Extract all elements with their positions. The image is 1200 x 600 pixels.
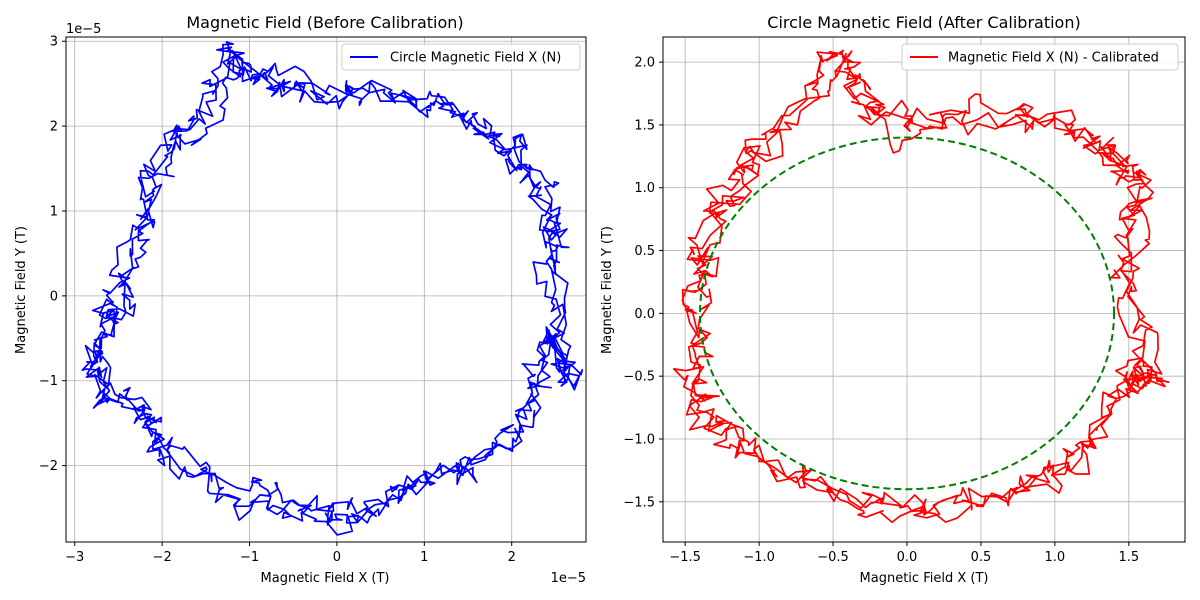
chart-before-calibration: Magnetic Field (Before Calibration) −3 −2… (14, 13, 587, 586)
series-layer (81, 41, 584, 536)
x-axis-ticks: −3 −2 −1 0 1 2 (65, 542, 516, 565)
y-tick-label: 3 (50, 35, 58, 50)
axes-frame (662, 36, 1186, 543)
series-line (81, 41, 584, 536)
x-tick-label: −3 (65, 550, 84, 565)
grid (66, 37, 586, 542)
axes-frame (65, 36, 587, 543)
y-tick-label: 2 (50, 120, 58, 135)
x-tick-label: −0.5 (817, 550, 849, 565)
y-tick-label: 1 (50, 204, 58, 219)
y-offset-label: 1e−5 (66, 22, 101, 37)
legend-box (341, 43, 581, 71)
y-axis-ticks: −2 −1 0 1 2 3 (39, 35, 66, 474)
x-tick-label: 1 (420, 550, 428, 565)
x-axis-label: Magnetic Field X (T) (261, 571, 390, 586)
legend-label: Circle Magnetic Field X (N) (390, 51, 561, 66)
y-tick-label: 0 (50, 289, 58, 304)
x-tick-label: −1.5 (669, 550, 701, 565)
x-tick-label: 0.5 (971, 550, 992, 565)
series-layer (673, 49, 1170, 524)
x-tick-label: 1.0 (1045, 550, 1066, 565)
chart-title: Magnetic Field (Before Calibration) (186, 13, 463, 32)
legend: Magnetic Field X (N) - Calibrated (901, 43, 1179, 71)
x-tick-label: −1 (240, 550, 259, 565)
y-axis-label: Magnetic Field Y (T) (600, 226, 615, 354)
y-tick-label: −2 (39, 459, 58, 474)
y-tick-label: 2.0 (634, 56, 655, 71)
x-tick-label: 0.0 (897, 550, 918, 565)
x-axis-label: Magnetic Field X (T) (860, 571, 989, 586)
legend-box (901, 43, 1179, 71)
y-tick-label: 1.0 (634, 181, 655, 196)
chart-title: Circle Magnetic Field (After Calibration… (767, 13, 1080, 32)
y-tick-label: 1.5 (634, 118, 655, 133)
y-axis-label: Magnetic Field Y (T) (14, 226, 29, 354)
chart-after-calibration: Circle Magnetic Field (After Calibration… (600, 13, 1186, 586)
y-tick-label: −1 (39, 374, 58, 389)
x-tick-label: 0 (333, 550, 341, 565)
legend: Circle Magnetic Field X (N) (341, 43, 581, 71)
legend-label: Magnetic Field X (N) - Calibrated (948, 51, 1159, 66)
x-tick-label: −1.0 (743, 550, 775, 565)
x-tick-label: −2 (153, 550, 172, 565)
y-axis-ticks: −1.5 −1.0 −0.5 0.0 0.5 1.0 1.5 2.0 (623, 56, 663, 510)
x-offset-label: 1e−5 (551, 571, 586, 586)
x-axis-ticks: −1.5 −1.0 −0.5 0.0 0.5 1.0 1.5 (669, 542, 1139, 565)
y-tick-label: −0.5 (623, 370, 655, 385)
y-tick-label: −1.5 (623, 495, 655, 510)
x-tick-label: 1.5 (1118, 550, 1139, 565)
x-tick-label: 2 (508, 550, 516, 565)
y-tick-label: 0.0 (634, 307, 655, 322)
y-tick-label: 0.5 (634, 244, 655, 259)
series-line (673, 49, 1170, 524)
y-tick-label: −1.0 (623, 432, 655, 447)
